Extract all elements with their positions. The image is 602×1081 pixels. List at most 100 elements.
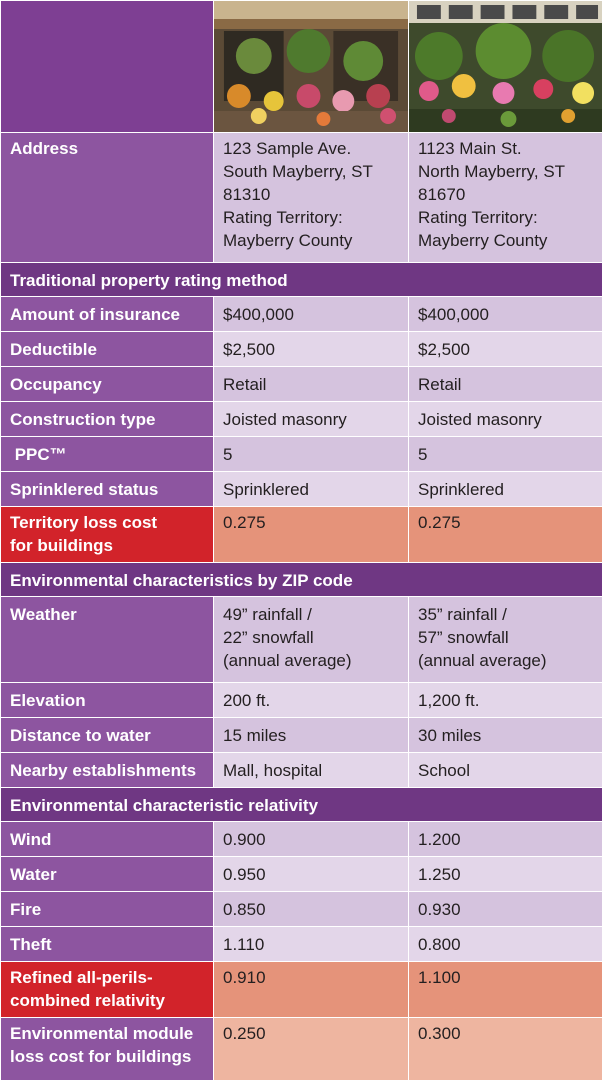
table-row: Nearby establishments Mall, hospital Sch…: [1, 753, 602, 788]
row-label: Construction type: [1, 402, 214, 437]
right-address-line: 1123 Main St.: [418, 137, 594, 160]
left-value: 200 ft.: [214, 683, 409, 718]
garden-shop-photo: [409, 1, 602, 132]
row-label: Sprinklered status: [1, 472, 214, 507]
address-label: Address: [1, 133, 214, 263]
territory-label-line: for buildings: [10, 534, 205, 557]
left-weather-line: 22” snowfall: [223, 626, 400, 649]
left-value: Joisted masonry: [214, 402, 409, 437]
territory-label-line: Territory loss cost: [10, 511, 205, 534]
right-value: $2,500: [409, 332, 602, 367]
row-label: PPC™: [1, 437, 214, 472]
left-territory-value: 0.275: [214, 507, 409, 563]
right-module-value: 0.300: [409, 1018, 602, 1081]
module-row: Environmental module loss cost for build…: [1, 1018, 602, 1081]
left-value: Sprinklered: [214, 472, 409, 507]
row-label: Nearby establishments: [1, 753, 214, 788]
left-value: $2,500: [214, 332, 409, 367]
section-header-row: Traditional property rating method: [1, 263, 602, 297]
right-refined-value: 1.100: [409, 962, 602, 1018]
flower-shop-photo: [214, 1, 408, 132]
left-value: Mall, hospital: [214, 753, 409, 788]
right-value: Sprinklered: [409, 472, 602, 507]
right-value: Retail: [409, 367, 602, 402]
photo-row-blank-cell: [1, 1, 214, 133]
row-label: Wind: [1, 822, 214, 857]
territory-row: Territory loss cost for buildings 0.275 …: [1, 507, 602, 563]
right-weather: 35” rainfall / 57” snowfall (annual aver…: [409, 597, 602, 683]
left-value: 15 miles: [214, 718, 409, 753]
left-value: 1.110: [214, 927, 409, 962]
right-weather-line: 57” snowfall: [418, 626, 594, 649]
right-value: 5: [409, 437, 602, 472]
left-value: 5: [214, 437, 409, 472]
table-row: Amount of insurance $400,000 $400,000: [1, 297, 602, 332]
left-value: 0.950: [214, 857, 409, 892]
module-label: Environmental module loss cost for build…: [1, 1018, 214, 1081]
right-weather-line: (annual average): [418, 649, 594, 672]
row-label: Fire: [1, 892, 214, 927]
row-label: Elevation: [1, 683, 214, 718]
row-label: Deductible: [1, 332, 214, 367]
territory-label: Territory loss cost for buildings: [1, 507, 214, 563]
left-photo-cell: [214, 1, 409, 133]
right-value: 0.800: [409, 927, 602, 962]
left-address-line: South Mayberry, ST: [223, 160, 400, 183]
section-header-row: Environmental characteristics by ZIP cod…: [1, 563, 602, 597]
row-label: Water: [1, 857, 214, 892]
right-address-line: 81670: [418, 183, 594, 206]
right-value: School: [409, 753, 602, 788]
left-address-line: Rating Territory:: [223, 206, 400, 229]
left-weather-line: (annual average): [223, 649, 400, 672]
refined-label: Refined all-perils- combined relativity: [1, 962, 214, 1018]
left-value: 0.900: [214, 822, 409, 857]
left-value: $400,000: [214, 297, 409, 332]
row-label: Occupancy: [1, 367, 214, 402]
right-value: 1.250: [409, 857, 602, 892]
left-refined-value: 0.910: [214, 962, 409, 1018]
right-value: 1,200 ft.: [409, 683, 602, 718]
table-row: Elevation 200 ft. 1,200 ft.: [1, 683, 602, 718]
section-header-row: Environmental characteristic relativity: [1, 788, 602, 822]
section-traditional-title: Traditional property rating method: [1, 263, 602, 297]
table-row: Theft 1.110 0.800: [1, 927, 602, 962]
right-value: $400,000: [409, 297, 602, 332]
row-label: Amount of insurance: [1, 297, 214, 332]
left-module-value: 0.250: [214, 1018, 409, 1081]
table-row: Occupancy Retail Retail: [1, 367, 602, 402]
left-weather-line: 49” rainfall /: [223, 603, 400, 626]
left-address-line: 123 Sample Ave.: [223, 137, 400, 160]
table-row: Construction type Joisted masonry Joiste…: [1, 402, 602, 437]
right-weather-line: 35” rainfall /: [418, 603, 594, 626]
table-row: Water 0.950 1.250: [1, 857, 602, 892]
section-relativity-title: Environmental characteristic relativity: [1, 788, 602, 822]
right-address-line: Mayberry County: [418, 229, 594, 252]
left-address-line: 81310: [223, 183, 400, 206]
table-row: Wind 0.900 1.200: [1, 822, 602, 857]
refined-row: Refined all-perils- combined relativity …: [1, 962, 602, 1018]
row-label: Distance to water: [1, 718, 214, 753]
table-row: Sprinklered status Sprinklered Sprinkler…: [1, 472, 602, 507]
address-row: Address 123 Sample Ave. South Mayberry, …: [1, 133, 602, 263]
right-address-line: Rating Territory:: [418, 206, 594, 229]
right-photo-cell: [409, 1, 602, 133]
table-row: PPC™ 5 5: [1, 437, 602, 472]
refined-label-line: Refined all-perils-: [10, 966, 205, 989]
right-value: Joisted masonry: [409, 402, 602, 437]
photo-row: [1, 1, 602, 133]
table-row: Fire 0.850 0.930: [1, 892, 602, 927]
left-weather: 49” rainfall / 22” snowfall (annual aver…: [214, 597, 409, 683]
table-row: Deductible $2,500 $2,500: [1, 332, 602, 367]
right-value: 1.200: [409, 822, 602, 857]
table-row: Distance to water 15 miles 30 miles: [1, 718, 602, 753]
module-label-line: Environmental module: [10, 1022, 205, 1045]
module-label-line: loss cost for buildings: [10, 1045, 205, 1068]
right-address-line: North Mayberry, ST: [418, 160, 594, 183]
left-address-line: Mayberry County: [223, 229, 400, 252]
right-address: 1123 Main St. North Mayberry, ST 81670 R…: [409, 133, 602, 263]
section-environmental-title: Environmental characteristics by ZIP cod…: [1, 563, 602, 597]
right-value: 0.930: [409, 892, 602, 927]
right-value: 30 miles: [409, 718, 602, 753]
row-label: Weather: [1, 597, 214, 683]
left-value: 0.850: [214, 892, 409, 927]
